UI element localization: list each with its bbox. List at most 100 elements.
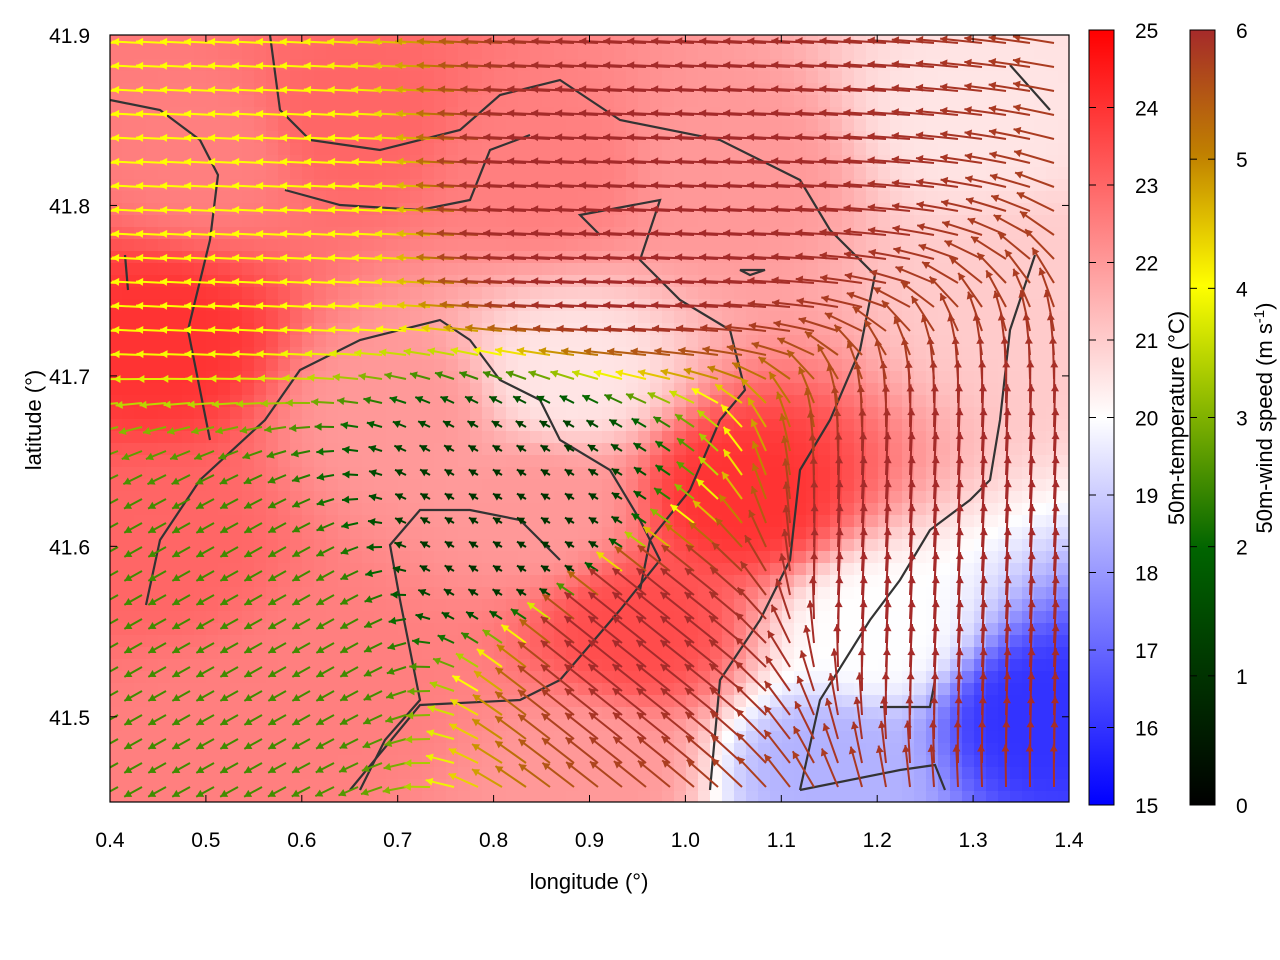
- heatmap-cell: [566, 335, 579, 348]
- heatmap-cell: [134, 503, 147, 516]
- heatmap-cell: [338, 479, 351, 492]
- heatmap-cell: [206, 491, 219, 504]
- heatmap-cell: [266, 131, 279, 144]
- heatmap-cell: [926, 215, 939, 228]
- heatmap-cell: [206, 311, 219, 324]
- heatmap-cell: [110, 587, 123, 600]
- heatmap-cell: [290, 551, 303, 564]
- heatmap-cell: [146, 155, 159, 168]
- heatmap-cell: [146, 275, 159, 288]
- heatmap-cell: [194, 299, 207, 312]
- heatmap-cell: [698, 611, 711, 624]
- heatmap-cell: [254, 287, 267, 300]
- heatmap-cell: [566, 431, 579, 444]
- heatmap-cell: [962, 659, 975, 672]
- heatmap-cell: [194, 59, 207, 72]
- heatmap-cell: [182, 287, 195, 300]
- heatmap-cell: [398, 575, 411, 588]
- heatmap-cell: [422, 431, 435, 444]
- heatmap-cell: [218, 227, 231, 240]
- heatmap-cell: [242, 743, 255, 756]
- heatmap-cell: [362, 383, 375, 396]
- heatmap-cell: [890, 143, 903, 156]
- heatmap-cell: [146, 371, 159, 384]
- heatmap-cell: [482, 71, 495, 84]
- heatmap-cell: [518, 119, 531, 132]
- heatmap-cell: [182, 419, 195, 432]
- heatmap-cell: [374, 623, 387, 636]
- heatmap-cell: [446, 335, 459, 348]
- heatmap-cell: [446, 71, 459, 84]
- heatmap-cell: [314, 71, 327, 84]
- heatmap-cell: [242, 707, 255, 720]
- heatmap-cell: [134, 587, 147, 600]
- heatmap-cell: [890, 503, 903, 516]
- heatmap-cell: [530, 143, 543, 156]
- heatmap-cell: [146, 623, 159, 636]
- heatmap-cell: [302, 119, 315, 132]
- heatmap-cell: [290, 767, 303, 780]
- heatmap-cell: [770, 731, 783, 744]
- heatmap-cell: [362, 491, 375, 504]
- heatmap-cell: [566, 167, 579, 180]
- heatmap-cell: [326, 215, 339, 228]
- heatmap-cell: [986, 503, 999, 516]
- heatmap-cell: [230, 719, 243, 732]
- heatmap-cell: [302, 407, 315, 420]
- heatmap-cell: [182, 587, 195, 600]
- heatmap-cell: [134, 731, 147, 744]
- heatmap-cell: [614, 335, 627, 348]
- heatmap-cell: [398, 527, 411, 540]
- heatmap-cell: [1010, 611, 1023, 624]
- heatmap-cell: [710, 95, 723, 108]
- heatmap-cell: [218, 167, 231, 180]
- heatmap-cell: [674, 167, 687, 180]
- heatmap-cell: [530, 467, 543, 480]
- heatmap-cell: [374, 491, 387, 504]
- heatmap-cell: [602, 191, 615, 204]
- heatmap-cell: [482, 575, 495, 588]
- heatmap-cell: [686, 119, 699, 132]
- heatmap-cell: [1034, 515, 1047, 528]
- heatmap-cell: [614, 167, 627, 180]
- heatmap-cell: [122, 527, 135, 540]
- heatmap-cell: [866, 359, 879, 372]
- heatmap-cell: [446, 311, 459, 324]
- heatmap-cell: [506, 239, 519, 252]
- heatmap-cell: [506, 47, 519, 60]
- heatmap-cell: [242, 311, 255, 324]
- heatmap-cell: [626, 215, 639, 228]
- heatmap-cell: [530, 383, 543, 396]
- heatmap-cell: [158, 707, 171, 720]
- heatmap-cell: [206, 563, 219, 576]
- heatmap-cell: [602, 359, 615, 372]
- heatmap-cell: [146, 647, 159, 660]
- heatmap-cell: [182, 599, 195, 612]
- heatmap-cell: [398, 743, 411, 756]
- heatmap-cell: [914, 395, 927, 408]
- heatmap-cell: [110, 791, 123, 802]
- heatmap-cell: [182, 563, 195, 576]
- heatmap-cell: [974, 779, 987, 792]
- heatmap-cell: [182, 791, 195, 802]
- heatmap-cell: [362, 131, 375, 144]
- heatmap-cell: [818, 707, 831, 720]
- heatmap-cell: [962, 707, 975, 720]
- heatmap-cell: [170, 407, 183, 420]
- heatmap-cell: [1034, 143, 1047, 156]
- heatmap-cell: [362, 671, 375, 684]
- heatmap-cell: [1034, 719, 1047, 732]
- heatmap-cell: [458, 311, 471, 324]
- heatmap-cell: [746, 455, 759, 468]
- heatmap-cell: [254, 623, 267, 636]
- heatmap-cell: [818, 587, 831, 600]
- heatmap-cell: [566, 239, 579, 252]
- heatmap-cell: [242, 515, 255, 528]
- heatmap-cell: [410, 551, 423, 564]
- heatmap-cell: [362, 731, 375, 744]
- heatmap-cell: [434, 767, 447, 780]
- heatmap-cell: [386, 443, 399, 456]
- heatmap-cell: [554, 515, 567, 528]
- heatmap-cell: [278, 335, 291, 348]
- heatmap-cell: [230, 335, 243, 348]
